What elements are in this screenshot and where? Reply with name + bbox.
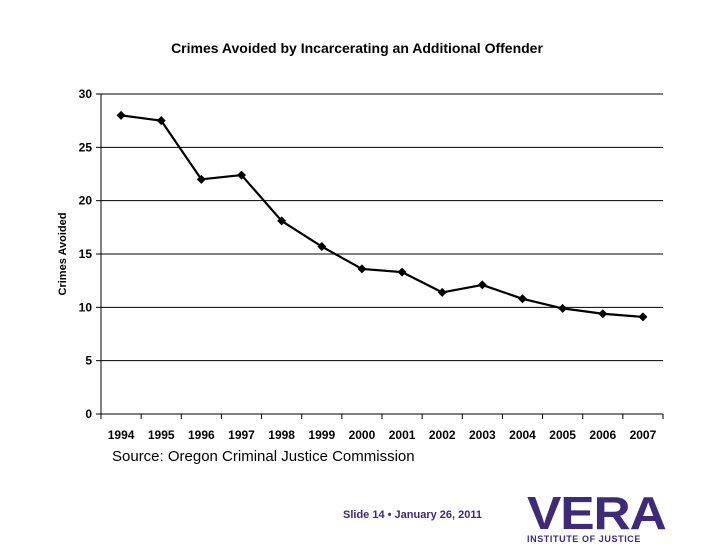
data-point-1999 — [317, 242, 327, 252]
x-tick-label-1994: 1994 — [108, 428, 135, 442]
data-point-1994 — [116, 110, 126, 120]
y-tick-label-5: 5 — [85, 354, 92, 368]
y-axis-title: Crimes Avoided — [57, 213, 69, 296]
x-tick-label-1996: 1996 — [188, 428, 215, 442]
data-point-2005 — [558, 303, 568, 313]
y-tick-label-25: 25 — [79, 140, 93, 154]
chart-title: Crimes Avoided by Incarcerating an Addit… — [171, 40, 543, 56]
y-tick-label-20: 20 — [79, 194, 93, 208]
y-tick-label-0: 0 — [85, 407, 92, 421]
y-tick-label-15: 15 — [79, 247, 93, 261]
logo-subtitle: INSTITUTE OF JUSTICE — [527, 534, 642, 544]
x-tick-label-2007: 2007 — [630, 428, 657, 442]
x-tick-label-1997: 1997 — [228, 428, 255, 442]
data-point-2001 — [397, 267, 407, 277]
data-point-2007 — [638, 312, 648, 322]
x-tick-label-1998: 1998 — [268, 428, 295, 442]
x-tick-label-2004: 2004 — [509, 428, 536, 442]
data-point-2003 — [477, 280, 487, 290]
data-point-2002 — [437, 287, 447, 297]
y-tick-label-30: 30 — [79, 87, 93, 101]
data-point-1998 — [277, 216, 287, 226]
source-note: Source: Oregon Criminal Justice Commissi… — [112, 448, 415, 465]
logo-wordmark: VERA — [527, 487, 667, 539]
gridlines — [101, 93, 663, 362]
data-series — [116, 110, 648, 322]
data-point-1997 — [237, 170, 246, 180]
x-tick-label-2005: 2005 — [549, 428, 576, 442]
vera-logo: VERA INSTITUTE OF JUSTICE — [527, 490, 667, 544]
x-tick-label-1999: 1999 — [308, 428, 335, 442]
x-tick-labels: 1994 1995 1996 1997 1998 1999 2000 2001 2002 2003… — [108, 428, 657, 442]
data-point-2006 — [598, 309, 608, 319]
x-tick-label-2001: 2001 — [389, 428, 416, 442]
x-tick-label-2000: 2000 — [349, 428, 376, 442]
x-tick-label-1995: 1995 — [148, 428, 175, 442]
x-tick-label-2002: 2002 — [429, 428, 456, 442]
axes — [96, 93, 664, 419]
y-tick-label-10: 10 — [79, 300, 93, 314]
data-point-1995 — [156, 116, 166, 126]
data-point-2004 — [518, 294, 527, 304]
slide-footer: Slide 14 • January 26, 2011 — [343, 509, 482, 521]
data-point-1996 — [196, 174, 206, 184]
x-tick-label-2006: 2006 — [589, 428, 616, 442]
data-point-2000 — [357, 264, 367, 274]
y-tick-labels: 0 5 10 15 20 25 30 — [79, 87, 93, 421]
series-line-0 — [120, 114, 644, 319]
x-tick-label-2003: 2003 — [469, 428, 496, 442]
